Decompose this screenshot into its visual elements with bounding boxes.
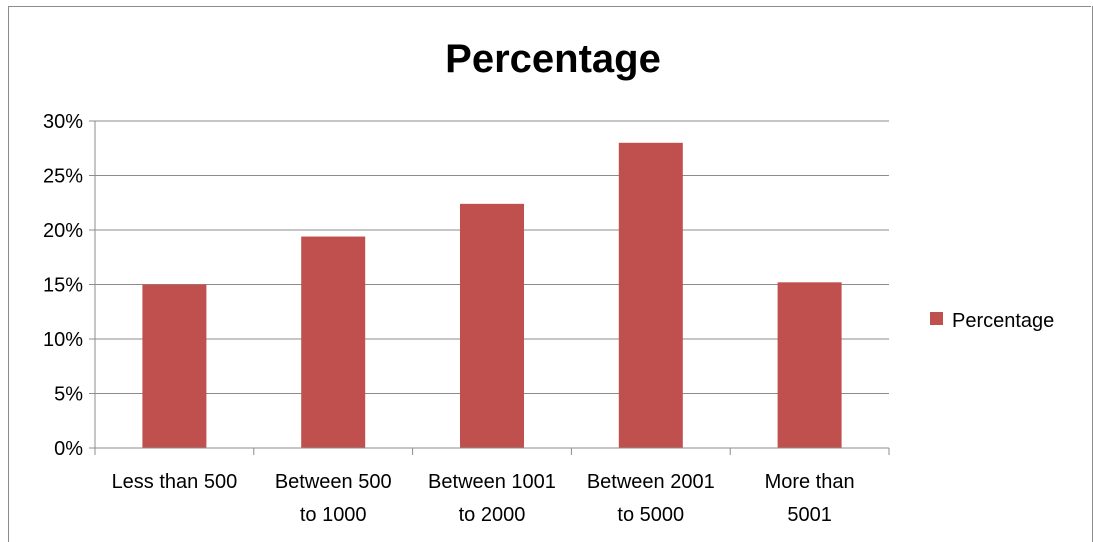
bar	[777, 282, 842, 448]
x-tick-label: Less than 500	[112, 471, 238, 493]
bars	[142, 142, 842, 449]
chart-frame	[8, 6, 1091, 542]
legend: Percentage	[930, 310, 1054, 332]
x-tick-label: Between 1001 to 2000	[428, 471, 556, 526]
y-tick-label: 10%	[43, 329, 83, 351]
x-tick-label: More than 5001	[765, 471, 855, 526]
y-tick-label: 30%	[43, 111, 83, 133]
legend-label: Percentage	[952, 310, 1054, 332]
y-axis: 0% 5% 10% 15% 20% 25% 30%	[43, 111, 96, 460]
bar	[301, 236, 366, 448]
bar	[618, 142, 683, 449]
bar	[460, 203, 524, 448]
y-tick-label: 5%	[54, 384, 83, 406]
y-tick-label: 20%	[43, 220, 83, 242]
chart-title: Percentage	[445, 37, 661, 81]
y-tick-label: 0%	[54, 438, 83, 460]
x-tick-label: Between 2001 to 5000	[587, 471, 715, 526]
x-tick-label: Between 500 to 1000	[275, 471, 392, 526]
y-tick-label: 25%	[43, 166, 83, 188]
y-tick-label: 15%	[43, 275, 83, 297]
legend-swatch	[930, 312, 943, 325]
bar	[142, 284, 207, 448]
x-axis: Less than 500 Between 500 to 1000 Between 1…	[94, 447, 890, 526]
